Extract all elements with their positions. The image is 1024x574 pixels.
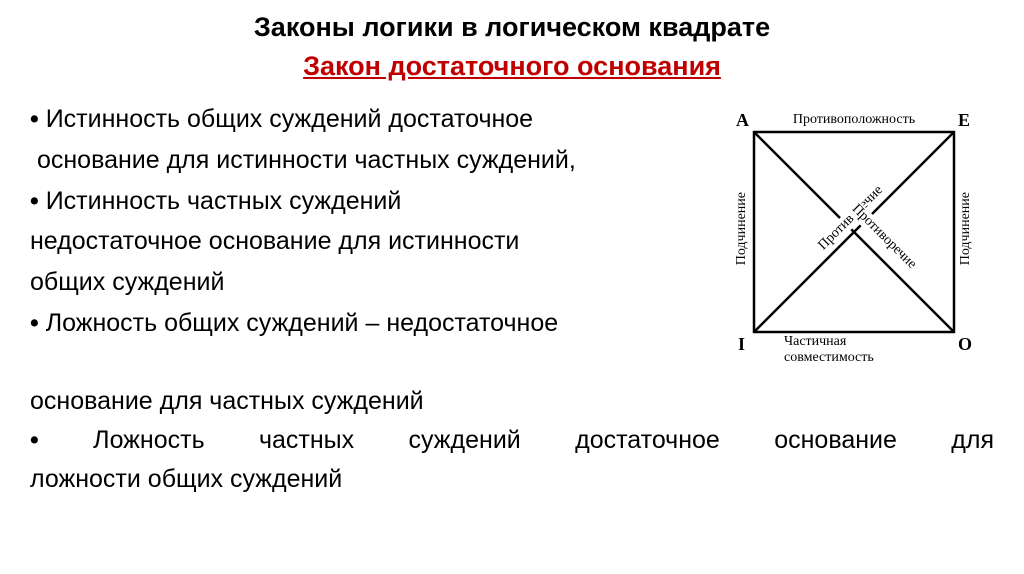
bullet-1-line-2: основание для истинности частных суждени… bbox=[30, 141, 706, 180]
edge-right: Подчинение bbox=[958, 192, 974, 265]
bullet-3-line-1: Ложность общих суждений – недостаточное bbox=[30, 304, 706, 343]
bullet-2-line-3: общих суждений bbox=[30, 263, 706, 302]
corner-e: E bbox=[958, 110, 970, 131]
corner-o: O bbox=[958, 334, 972, 355]
edge-bottom: Частичная совместимость bbox=[784, 334, 924, 366]
content-row: Истинность общих суждений достаточное ос… bbox=[30, 100, 994, 382]
bullet-2-line-2: недостаточное основание для истинности bbox=[30, 222, 706, 261]
bullet-4-line-1: Ложность частных суждений достаточное ос… bbox=[30, 421, 994, 460]
bullet-3-line-2: основание для частных суждений bbox=[30, 382, 994, 421]
corner-a: A bbox=[736, 110, 749, 131]
logic-square: A E I O Противоположность Частичная совм… bbox=[714, 102, 994, 382]
bullet-column: Истинность общих суждений достаточное ос… bbox=[30, 100, 706, 345]
edge-top: Противоположность bbox=[793, 112, 915, 128]
page-subtitle: Закон достаточного основания bbox=[30, 51, 994, 82]
edge-left: Подчинение bbox=[734, 192, 750, 265]
lower-text: основание для частных суждений Ложность … bbox=[30, 382, 994, 498]
bullet-4-line-2: ложности общих суждений bbox=[30, 460, 994, 499]
bullet-2-line-1: Истинность частных суждений bbox=[30, 182, 706, 221]
corner-i: I bbox=[738, 334, 745, 355]
page-title: Законы логики в логическом квадрате bbox=[30, 12, 994, 43]
bullet-1-line-1: Истинность общих суждений достаточное bbox=[30, 100, 706, 139]
